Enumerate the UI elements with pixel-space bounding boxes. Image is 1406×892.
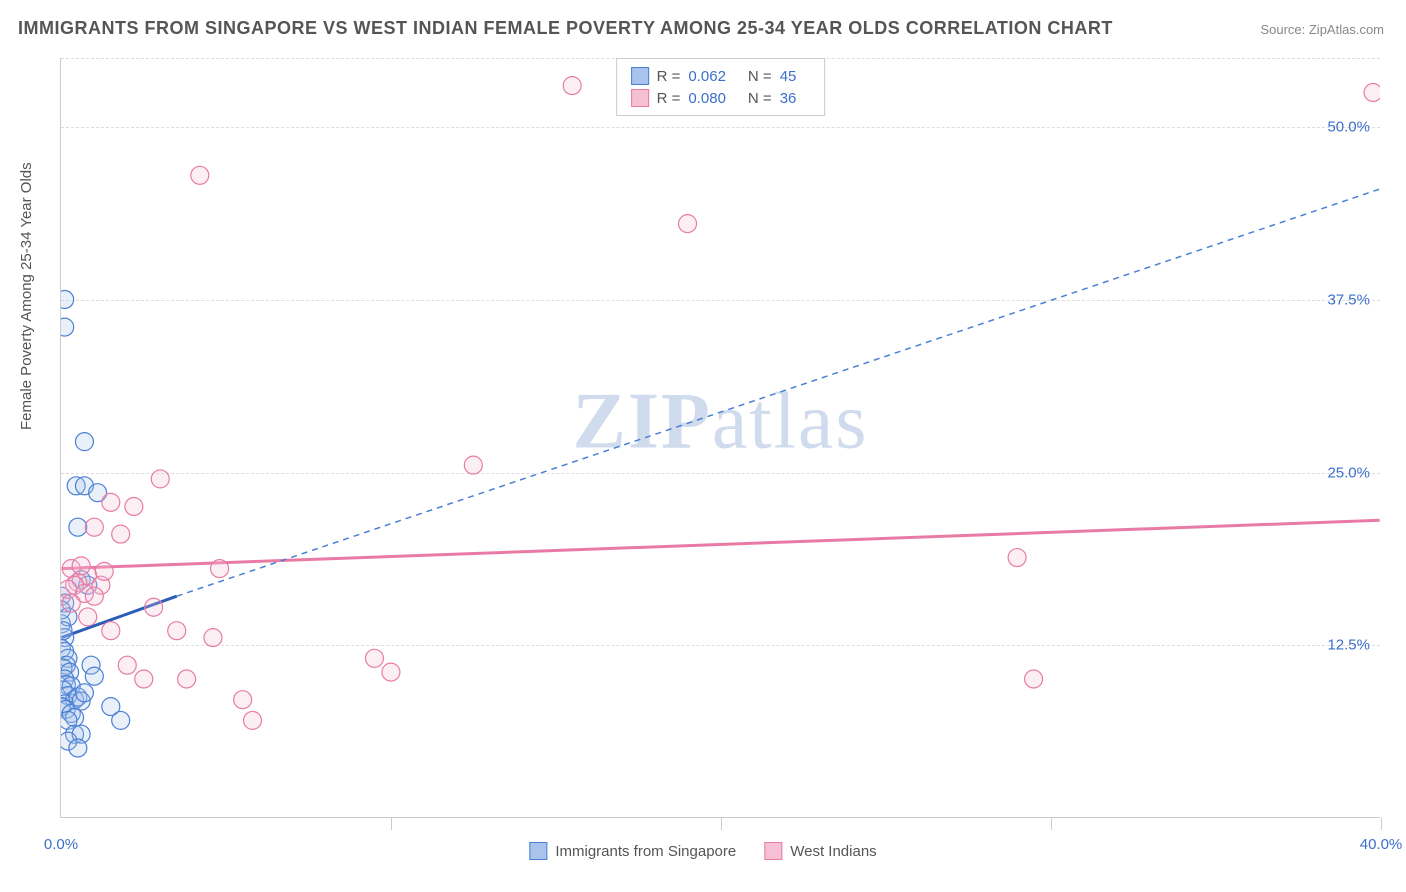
n-value-westindian: 36 [780,90,797,107]
legend-swatch-singapore [631,67,649,85]
chart-svg [61,58,1380,817]
legend-label-westindian: West Indians [790,843,876,860]
n-label: N = [748,90,772,107]
legend-row-singapore: R = 0.062 N = 45 [631,65,811,87]
y-axis-title: Female Poverty Among 25-34 Year Olds [18,162,35,430]
correlation-legend: R = 0.062 N = 45 R = 0.080 N = 36 [616,58,826,116]
n-label: N = [748,68,772,85]
x-tick-label: 40.0% [1360,836,1403,853]
chart-title: IMMIGRANTS FROM SINGAPORE VS WEST INDIAN… [18,18,1113,39]
plot-area: ZIPatlas R = 0.062 N = 45 R = 0.080 N = … [60,58,1380,818]
legend-item-singapore: Immigrants from Singapore [529,842,736,860]
r-value-singapore: 0.062 [688,68,726,85]
series-legend: Immigrants from Singapore West Indians [529,830,876,872]
r-label: R = [657,68,681,85]
legend-label-singapore: Immigrants from Singapore [555,843,736,860]
legend-swatch-westindian-bottom [764,842,782,860]
legend-swatch-westindian [631,89,649,107]
legend-swatch-singapore-bottom [529,842,547,860]
legend-row-westindian: R = 0.080 N = 36 [631,87,811,109]
x-tick-label: 0.0% [44,836,78,853]
r-label: R = [657,90,681,107]
r-value-westindian: 0.080 [688,90,726,107]
source-attribution: Source: ZipAtlas.com [1260,22,1384,37]
legend-item-westindian: West Indians [764,842,876,860]
n-value-singapore: 45 [780,68,797,85]
